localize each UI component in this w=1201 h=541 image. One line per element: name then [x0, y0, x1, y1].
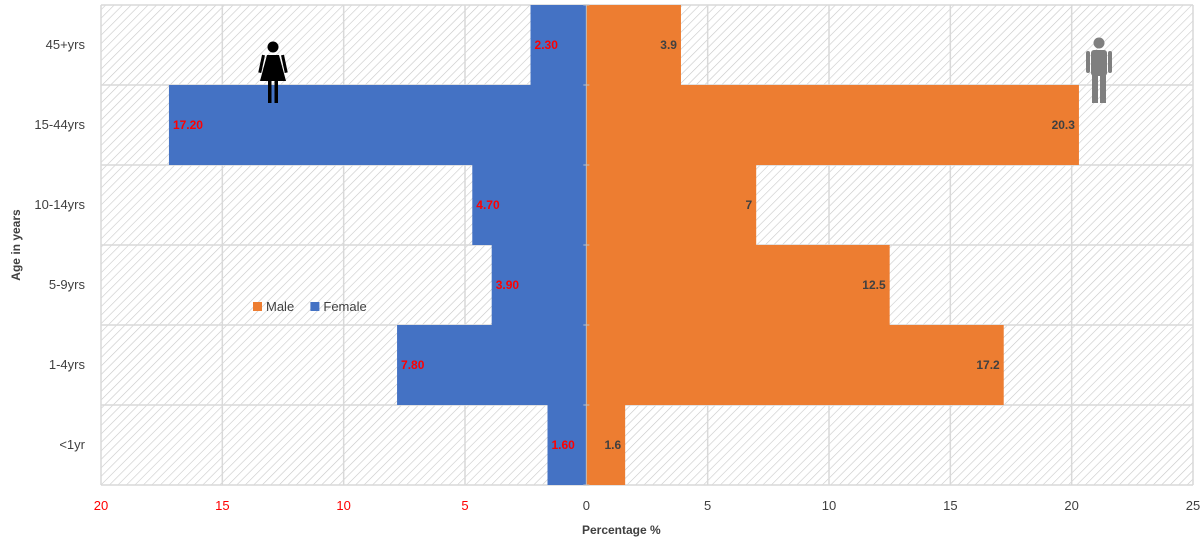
data-label-female: 4.70: [476, 198, 500, 212]
y-axis-title: Age in years: [9, 209, 23, 281]
bar-female: [547, 405, 587, 485]
legend-label-male: Male: [266, 299, 294, 314]
bar-male: [586, 405, 626, 485]
data-label-male: 1.6: [604, 438, 621, 452]
category-label: 10-14yrs: [34, 197, 85, 212]
x-axis-ticks: 20 15 10 5 0 5 10 15 20 25: [94, 498, 1200, 513]
legend-swatch-female: [310, 302, 320, 311]
data-label-female: 3.90: [496, 278, 520, 292]
x-tick-label: 0: [583, 498, 590, 513]
category-label: <1yr: [59, 437, 85, 452]
data-label-male: 3.9: [660, 38, 677, 52]
category-label: 5-9yrs: [49, 277, 86, 292]
x-tick-label: 10: [336, 498, 350, 513]
category-labels: 45+yrs 15-44yrs 10-14yrs 5-9yrs 1-4yrs <1yr: [34, 37, 85, 452]
female-figure-icon: [258, 41, 288, 103]
x-tick-label: 15: [215, 498, 229, 513]
data-labels: 3.9 20.3 7 12.5 17.2 1.6 2.30 17.20 4.70 3.90 7.80…: [173, 38, 1075, 452]
bar-female: [491, 245, 587, 325]
x-tick-label: 20: [94, 498, 108, 513]
legend-label-female: Female: [323, 299, 366, 314]
data-label-female: 2.30: [535, 38, 559, 52]
bar-male: [586, 245, 890, 325]
category-label: 1-4yrs: [49, 357, 86, 372]
data-label-male: 7: [746, 198, 753, 212]
x-tick-label: 10: [822, 498, 836, 513]
x-tick-label: 25: [1186, 498, 1200, 513]
bars: [168, 4, 1079, 486]
x-axis-title: Percentage %: [582, 523, 661, 537]
legend-swatch-male: [253, 302, 262, 311]
data-label-female: 7.80: [401, 358, 425, 372]
bar-female: [472, 165, 587, 245]
bar-male: [586, 85, 1079, 165]
category-label: 15-44yrs: [34, 117, 85, 132]
bar-male: [586, 165, 757, 245]
category-label: 45+yrs: [46, 37, 86, 52]
bar-male: [586, 5, 681, 85]
male-figure-icon: [1086, 37, 1112, 103]
data-label-male: 17.2: [976, 358, 1000, 372]
data-label-male: 20.3: [1052, 118, 1076, 132]
x-tick-label: 5: [704, 498, 711, 513]
x-tick-label: 15: [943, 498, 957, 513]
x-tick-label: 5: [461, 498, 468, 513]
legend: Male Female: [253, 299, 367, 314]
bar-female: [168, 85, 587, 165]
data-label-male: 12.5: [862, 278, 886, 292]
data-label-female: 1.60: [552, 438, 576, 452]
bar-male: [586, 325, 1004, 405]
bar-female: [397, 325, 587, 405]
data-label-female: 17.20: [173, 118, 203, 132]
x-tick-label: 20: [1064, 498, 1078, 513]
bar-female: [530, 5, 587, 85]
